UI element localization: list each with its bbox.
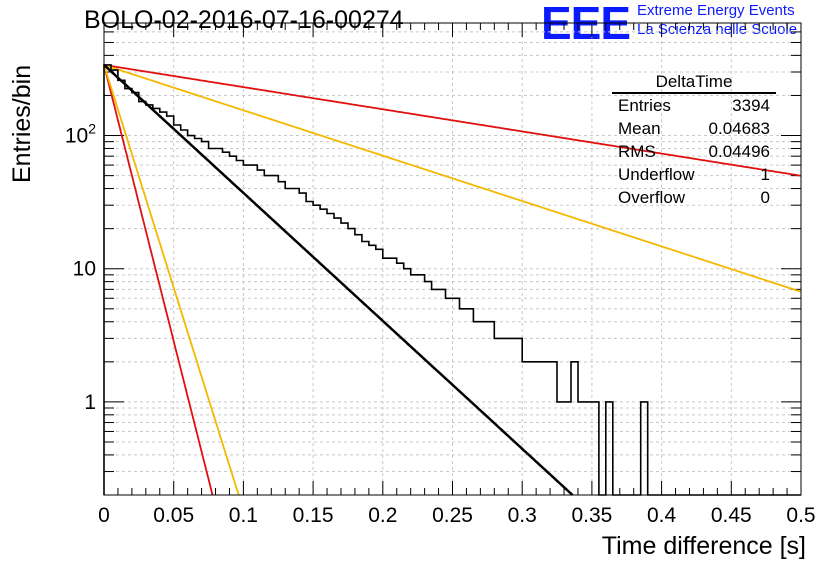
x-tick-label: 0.3 (508, 504, 537, 527)
x-tick-label: 0.35 (571, 504, 612, 527)
x-tick-label: 0.05 (153, 504, 194, 527)
x-tick-label: 0.15 (293, 504, 334, 527)
fit-curve (103, 64, 240, 496)
stats-row: RMS 0.04496 (612, 140, 776, 163)
x-tick-label: 0.4 (647, 504, 677, 527)
stats-box: DeltaTime Entries 3394 Mean 0.04683 RMS 0.044… (612, 72, 776, 209)
logo-mark: EEE (541, 0, 631, 49)
stats-value: 0 (760, 188, 770, 207)
stats-value: 1 (760, 165, 770, 184)
stats-label: Entries (618, 96, 671, 115)
stats-value: 0.04496 (708, 142, 770, 161)
fit-curves (103, 63, 802, 496)
fit-curve (103, 63, 574, 496)
stats-label: Overflow (618, 188, 686, 207)
x-tick-label: 0.1 (229, 504, 258, 527)
stats-row: Underflow 1 (612, 163, 776, 186)
tick-labels: 0 0.05 0.1 0.15 0.2 0.25 0.3 0.35 0.4 0.45 0.51101… (65, 121, 816, 527)
x-tick-label: 0 (98, 504, 110, 527)
x-tick-label: 0.2 (368, 504, 397, 527)
stats-value: 0.04683 (708, 119, 770, 138)
plot-frame (103, 22, 802, 496)
y-tick-label: 10 (73, 258, 96, 281)
x-tick-label: 0.45 (711, 504, 752, 527)
stats-label: Underflow (618, 165, 695, 184)
stats-row: Mean 0.04683 (612, 117, 776, 140)
stats-title: DeltaTime (612, 72, 776, 94)
stats-label: Mean (618, 119, 661, 138)
stats-value: 3394 (732, 96, 770, 115)
logo-line-1: Extreme Energy Events (637, 2, 795, 19)
stats-row: Entries 3394 (612, 94, 776, 117)
y-tick-label: 1 (84, 391, 96, 414)
stats-row: Overflow 0 (612, 186, 776, 209)
x-axis-label: Time difference [s] (601, 532, 806, 560)
y-tick-label: 102 (65, 121, 96, 148)
x-tick-label: 0.25 (432, 504, 473, 527)
grid-lines (104, 22, 801, 496)
fit-curve (103, 64, 802, 293)
stats-label: RMS (618, 142, 656, 161)
fit-curve (103, 64, 214, 496)
fit-curve (103, 64, 802, 177)
x-tick-label: 0.5 (786, 504, 815, 527)
